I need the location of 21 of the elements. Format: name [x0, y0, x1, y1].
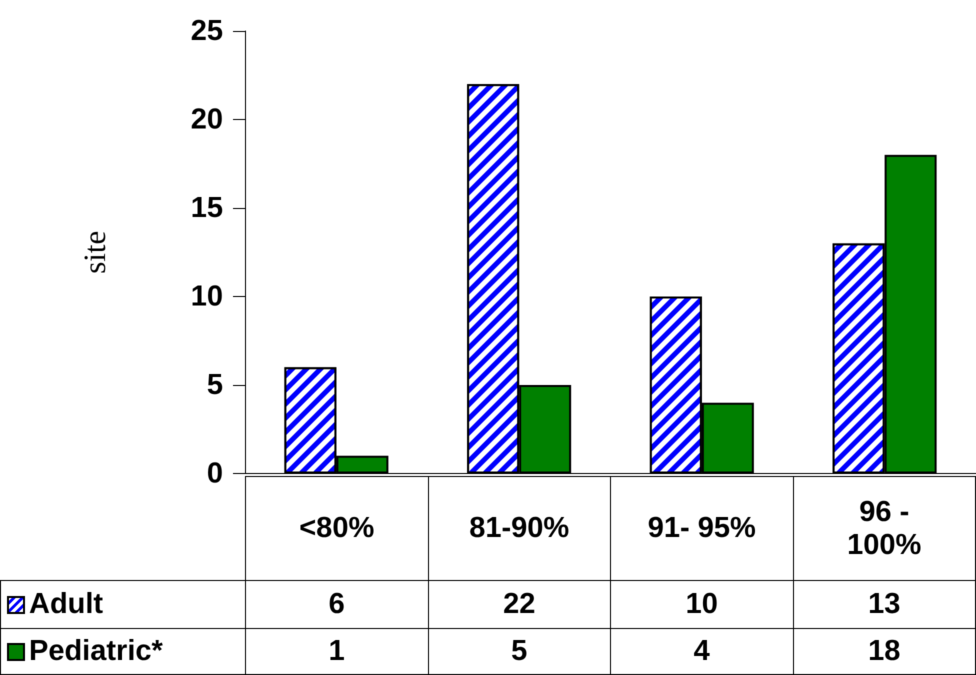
legend-label: Pediatric* [0, 628, 246, 674]
data-label: 6 [246, 580, 428, 628]
x-tick-label: 91- 95% [610, 476, 793, 580]
y-tick-label: 10 [190, 280, 223, 312]
y-tick-label: 25 [190, 15, 223, 47]
data-label: 10 [610, 580, 793, 628]
x-tick-label: 96 - 100% [793, 476, 976, 580]
y-tick-label: 15 [190, 192, 223, 224]
data-label: 18 [793, 628, 976, 674]
y-tick-label: 0 [206, 458, 223, 490]
data-label: 5 [428, 628, 610, 674]
y-tick-label: 5 [206, 369, 223, 401]
data-label: 22 [428, 580, 610, 628]
data-label: 1 [246, 628, 428, 674]
x-tick-label: <80% [246, 476, 428, 580]
y-axis-title: site [77, 230, 112, 274]
data-label: 13 [793, 580, 976, 628]
y-tick-label: 20 [190, 104, 223, 136]
data-label: 4 [610, 628, 793, 674]
legend-label: Adult [0, 580, 246, 628]
x-tick-label: 81-90% [428, 476, 610, 580]
